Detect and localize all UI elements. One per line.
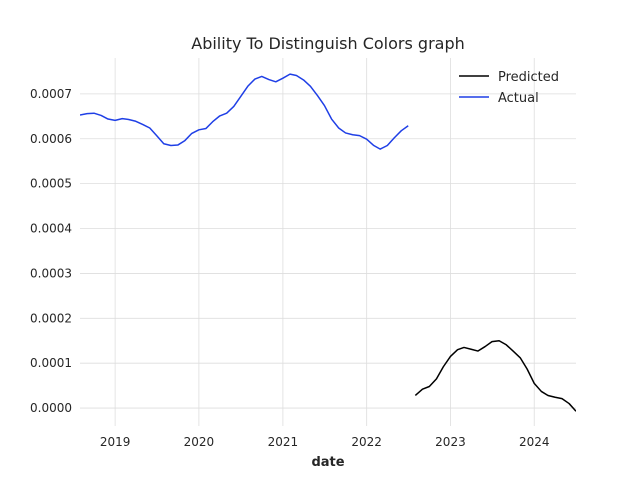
y-tick-label: 0.0005 [30, 177, 72, 191]
y-tick-label: 0.0002 [30, 311, 72, 325]
x-tick-label: 2022 [351, 435, 382, 449]
y-tick-label: 0.0001 [30, 356, 72, 370]
legend-label-actual: Actual [498, 91, 539, 106]
y-tick-label: 0.0004 [30, 222, 72, 236]
y-tick-labels: 0.0000 0.0001 0.0002 0.0003 0.0004 0.0005 0.00… [30, 87, 72, 415]
y-tick-label: 0.0003 [30, 266, 72, 280]
x-tick-label: 2020 [184, 435, 215, 449]
series-line-predicted [414, 339, 576, 412]
x-tick-labels: 2019 2020 2021 2022 2023 2024 [100, 435, 550, 449]
series-line-actual [80, 73, 409, 150]
legend-label-predicted: Predicted [498, 70, 559, 85]
x-tick-label: 2023 [435, 435, 466, 449]
y-tick-label: 0.0000 [30, 401, 72, 415]
x-axis-label: date [311, 455, 344, 470]
x-tick-label: 2019 [100, 435, 131, 449]
x-tick-label: 2021 [268, 435, 299, 449]
y-tick-label: 0.0006 [30, 132, 72, 146]
series-group [80, 73, 576, 412]
legend: Predicted Actual [459, 70, 559, 106]
chart-title: Ability To Distinguish Colors graph [191, 34, 465, 53]
y-tick-label: 0.0007 [30, 87, 72, 101]
x-tick-label: 2024 [519, 435, 550, 449]
grid [80, 58, 576, 426]
